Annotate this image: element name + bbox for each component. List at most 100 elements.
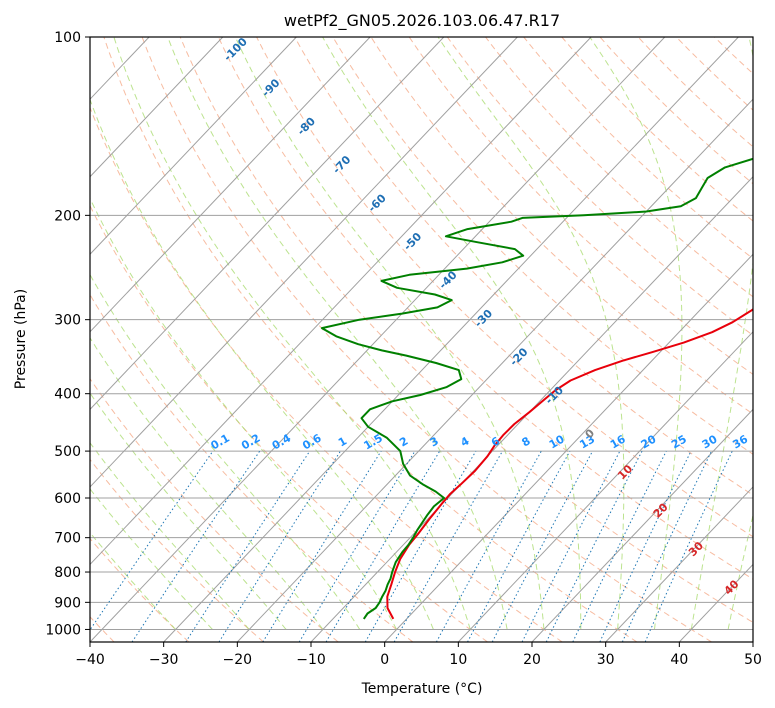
y-tick-label: 200 [54, 208, 81, 224]
mixing-ratio-line [545, 450, 643, 642]
moist-adiabat [90, 442, 250, 630]
dry-adiabat [370, 37, 753, 415]
mixing-ratio-line [435, 450, 542, 642]
y-axis-label: Pressure (hPa) [13, 289, 29, 389]
x-tick-label: −40 [75, 652, 105, 668]
mixing-ratio-label: 30 [700, 432, 720, 451]
dry-adiabat [714, 37, 753, 75]
x-tick-label: 40 [670, 652, 688, 668]
mixing-ratio-label: 8 [520, 434, 533, 449]
y-tick-label: 100 [54, 30, 81, 46]
x-tick-label: −20 [223, 652, 253, 668]
isoline-labels: 0.1 0.2 0.4 0.6 1 1.5 2 3 4 6 8 10 13 16 20 25 30 36-100-… [209, 35, 751, 598]
mixing-ratio-line [572, 450, 667, 642]
isotherm-label: 10 [615, 462, 635, 482]
isotherm-line [236, 98, 753, 642]
dry-adiabat [103, 37, 638, 642]
reference-lines [0, 37, 753, 642]
dry-adiabat [90, 458, 264, 642]
mixing-ratio-line [298, 450, 416, 642]
dry-adiabat [637, 37, 753, 148]
isotherm-line [457, 331, 753, 642]
y-tick-label: 500 [54, 444, 81, 460]
isotherm-label: -10 [543, 384, 566, 407]
plot-frame [89, 36, 754, 643]
mixing-ratio-label: 16 [608, 432, 628, 451]
dry-adiabat [446, 37, 753, 336]
isotherm-line [531, 408, 753, 642]
moist-adiabat [167, 37, 508, 630]
moist-adiabat [90, 197, 398, 630]
y-tick-label: 1000 [45, 622, 81, 638]
dry-adiabat [90, 204, 488, 642]
mixing-ratio-label: 1 [336, 434, 349, 449]
mixing-ratio-label: 4 [458, 434, 471, 449]
x-axis: −40 −30 −20 −10 0 10 20 30 40 50 [75, 642, 762, 668]
moist-adiabat [113, 37, 471, 630]
isotherm-line [384, 253, 753, 642]
mixing-ratio-label: 25 [669, 433, 689, 452]
isotherm-line [90, 37, 592, 566]
moist-adiabat [690, 37, 753, 630]
mixing-ratio-line [393, 450, 503, 642]
mixing-ratio-line [185, 450, 311, 642]
isotherm-line [0, 37, 2, 642]
x-tick-label: 20 [523, 652, 541, 668]
dry-adiabat [408, 37, 753, 375]
profile-line [320, 157, 753, 620]
isotherm-label: -60 [366, 191, 389, 214]
x-tick-label: 0 [380, 652, 389, 668]
isotherm-label: -70 [330, 153, 353, 176]
dry-adiabat [141, 37, 712, 642]
y-tick-label: 900 [54, 595, 81, 611]
x-tick-label: 10 [449, 652, 467, 668]
isotherm-line [90, 37, 666, 642]
x-tick-label: −10 [296, 652, 326, 668]
moist-adiabat [90, 273, 361, 630]
y-axis: 100 200 300 400 500 600 700 800 900 1000 [45, 30, 90, 638]
isotherm-line [163, 37, 739, 642]
dry-adiabat [332, 37, 753, 455]
dry-adiabat [523, 37, 753, 260]
dry-adiabat [485, 37, 753, 298]
dry-adiabat [90, 537, 190, 642]
moist-adiabat [589, 37, 683, 630]
isotherm-line [90, 37, 224, 178]
mixing-ratio-line [131, 450, 261, 642]
moist-adiabat [322, 37, 582, 630]
moist-adiabat [90, 336, 324, 630]
mixing-ratio-label: 0.4 [270, 431, 294, 452]
isotherm-line [0, 37, 75, 642]
isotherm-line [90, 37, 371, 333]
y-tick-label: 800 [54, 565, 81, 581]
x-tick-label: 30 [597, 652, 615, 668]
isotherm-label: 30 [686, 539, 706, 559]
mixing-ratio-label: 36 [730, 432, 750, 451]
isotherm-line [90, 37, 297, 256]
profile-line [386, 308, 753, 620]
moist-adiabat [90, 488, 213, 630]
moist-adiabat [727, 513, 753, 630]
y-tick-label: 400 [54, 387, 81, 403]
profile-lines [320, 157, 753, 620]
mixing-ratio-label: 0.6 [300, 431, 324, 452]
dry-adiabat [179, 37, 753, 623]
mixing-ratio-line [364, 450, 477, 642]
x-tick-label: −30 [149, 652, 179, 668]
mixing-ratio-line [262, 450, 382, 642]
x-axis-label: Temperature (°C) [361, 681, 483, 697]
mixing-ratio-label: 6 [489, 434, 502, 449]
mixing-ratio-label: 0.1 [209, 431, 232, 452]
isotherm-line [605, 486, 753, 642]
dry-adiabat [90, 106, 563, 642]
mixing-ratio-label: 2 [397, 434, 410, 449]
moist-adiabat [90, 98, 434, 630]
mixing-ratio-line [644, 450, 733, 642]
mixing-ratio-line [599, 450, 692, 642]
y-tick-label: 700 [54, 531, 81, 547]
isotherm-label: -20 [507, 345, 530, 368]
chart-title: wetPf2_GN05.2026.103.06.47.R17 [284, 11, 560, 31]
dry-adiabat [752, 37, 753, 39]
y-tick-label: 300 [54, 313, 81, 329]
